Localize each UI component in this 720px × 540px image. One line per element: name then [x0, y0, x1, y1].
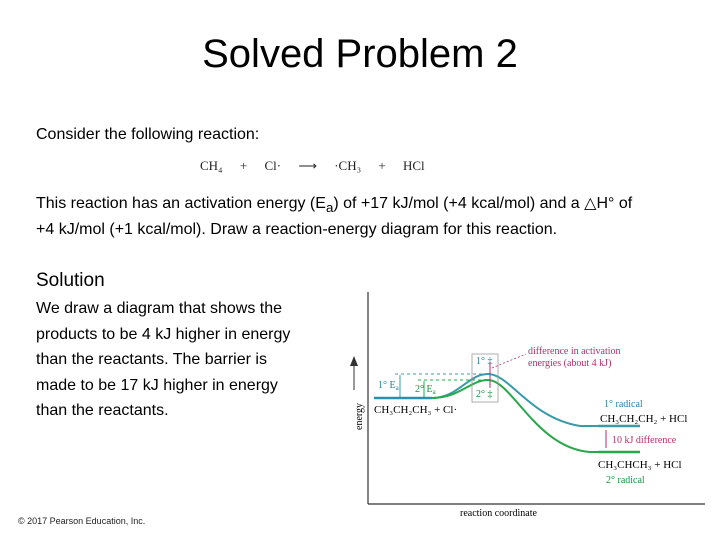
problem-text-part2: ) of +17 kJ/mol (+4 kcal/mol) and a △H° …: [333, 195, 633, 212]
problem-subscript: a: [325, 200, 334, 216]
copyright-notice: © 2017 Pearson Education, Inc.: [18, 516, 146, 526]
reaction-equation: CH₄ + Cl· ⟶ ·CH₃ + HCl: [200, 158, 439, 174]
plus-sign: +: [239, 158, 248, 173]
secondary-ea-label: 2° Ea: [415, 384, 437, 396]
plus-sign: +: [378, 158, 386, 173]
slide-title: Solved Problem 2: [202, 32, 518, 76]
solution-line: than the reactants.: [36, 402, 169, 419]
solution-line: than the reactants. The barrier is: [36, 351, 267, 368]
reactant-label: CH₃CH₂CH₃ + Cl·: [374, 404, 457, 416]
ts-box: [471, 353, 499, 403]
activation-diff-pointer: [491, 353, 527, 369]
activation-diff-line1: difference in activation: [528, 346, 621, 357]
solution-heading: Solution: [36, 270, 105, 291]
secondary-product-label: CH₃CHCH₃ + HCl: [598, 459, 682, 471]
reaction-arrow: ⟶: [298, 158, 317, 173]
reaction-energy-diagram: energy reaction coordinate CH₃CH₂CH₃ + C…: [350, 292, 705, 519]
ts1-label: 1° ‡: [476, 356, 493, 367]
x-axis-label: reaction coordinate: [460, 508, 537, 519]
y-axis-label: energy: [354, 403, 365, 430]
problem-statement: This reaction has an activation energy (…: [36, 193, 716, 241]
solution-line: made to be 17 kJ higher in energy: [36, 376, 278, 394]
product-hcl: HCl: [402, 158, 425, 173]
primary-ea-label: 1° Ea: [378, 380, 400, 392]
product-methyl-radical: ·CH₃: [334, 158, 362, 173]
reactant-chlorine-radical: Cl·: [264, 158, 282, 173]
primary-product-label: CH₃CH₂CH₂ + HCl: [600, 413, 687, 425]
ts2-label: 2° ‡: [476, 389, 493, 400]
primary-radical-curve: [431, 372, 602, 427]
product-diff-label: 10 kJ difference: [612, 435, 677, 446]
solution-line: products to be 4 kJ higher in energy: [36, 325, 291, 343]
solution-text: We draw a diagram that shows the product…: [36, 296, 336, 424]
primary-radical-label: 1° radical: [604, 399, 643, 410]
problem-text-part1: This reaction has an activation energy (…: [36, 195, 326, 212]
activation-diff-line2: energies (about 4 kJ): [528, 358, 611, 369]
secondary-radical-curve: [431, 378, 602, 453]
energy-arrowhead: [350, 356, 358, 366]
problem-prompt: Consider the following reaction:: [36, 126, 260, 143]
problem-text-line2: +4 kJ/mol (+1 kcal/mol). Draw a reaction…: [36, 221, 558, 239]
solution-line: We draw a diagram that shows the: [36, 300, 283, 317]
reactant-methane: CH₄: [200, 158, 223, 173]
secondary-radical-label: 2° radical: [606, 475, 645, 486]
